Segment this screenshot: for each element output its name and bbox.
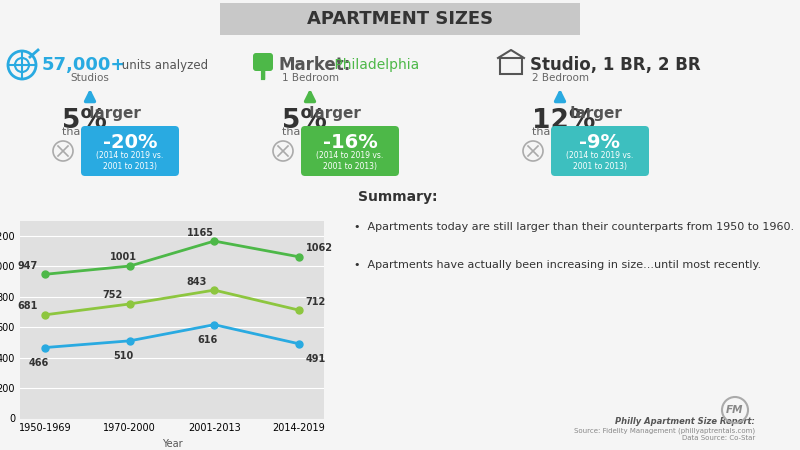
Text: than 1950 to 1969: than 1950 to 1969 [282,127,386,137]
Text: 681: 681 [18,301,38,311]
Text: 491: 491 [306,354,326,364]
Text: 712: 712 [306,297,326,306]
Text: -9%: -9% [579,132,621,152]
Text: Philly Apartment Size Report:: Philly Apartment Size Report: [615,417,755,426]
Text: 1165: 1165 [186,228,214,238]
Text: 5%: 5% [62,108,107,134]
FancyBboxPatch shape [220,3,580,35]
FancyBboxPatch shape [81,126,179,176]
Text: than 1950 to 1969: than 1950 to 1969 [62,127,166,137]
Text: larger: larger [304,106,361,121]
Text: 843: 843 [186,277,207,287]
Text: Philadelphia: Philadelphia [330,58,419,72]
X-axis label: Year: Year [162,439,182,449]
Text: •  Apartments have actually been increasing in size...until most recently.: • Apartments have actually been increasi… [354,260,762,270]
Text: 2 Bedroom: 2 Bedroom [531,73,589,83]
Text: Data Source: Co-Star: Data Source: Co-Star [682,435,755,441]
FancyBboxPatch shape [551,126,649,176]
Text: Studio, 1 BR, 2 BR: Studio, 1 BR, 2 BR [530,56,701,74]
Text: 752: 752 [102,290,122,301]
Text: (2014 to 2019 vs.
2001 to 2013): (2014 to 2019 vs. 2001 to 2013) [316,151,384,171]
Text: 1 Bedroom: 1 Bedroom [282,73,338,83]
Text: Source: Fidelity Management (phillyaptrentals.com): Source: Fidelity Management (phillyaptre… [574,428,755,434]
Text: 616: 616 [198,335,218,345]
Text: •  Apartments today are still larger than their counterparts from 1950 to 1960.: • Apartments today are still larger than… [354,222,794,232]
Text: 5%: 5% [282,108,327,134]
Text: larger: larger [565,106,622,121]
FancyBboxPatch shape [253,53,273,71]
Text: Studios: Studios [70,73,110,83]
Text: larger: larger [84,106,141,121]
Text: 1001: 1001 [110,252,138,262]
Text: (2014 to 2019 vs.
2001 to 2013): (2014 to 2019 vs. 2001 to 2013) [566,151,634,171]
Text: 1062: 1062 [306,243,333,253]
Text: than 1950 to 1969: than 1950 to 1969 [532,127,635,137]
Text: 466: 466 [29,358,49,368]
Text: -20%: -20% [102,132,158,152]
FancyBboxPatch shape [301,126,399,176]
Text: FM: FM [726,405,744,415]
Text: -16%: -16% [322,132,378,152]
Text: Summary:: Summary: [358,189,438,203]
Circle shape [256,55,270,69]
Text: Market:: Market: [278,56,350,74]
Text: 510: 510 [113,351,134,361]
Text: 947: 947 [18,261,38,271]
Text: (2014 to 2019 vs.
2001 to 2013): (2014 to 2019 vs. 2001 to 2013) [96,151,164,171]
Text: 57,000+: 57,000+ [42,56,126,74]
Text: APARTMENT SIZES: APARTMENT SIZES [307,10,493,28]
Text: units analyzed: units analyzed [118,58,208,72]
Text: 12%: 12% [532,108,595,134]
